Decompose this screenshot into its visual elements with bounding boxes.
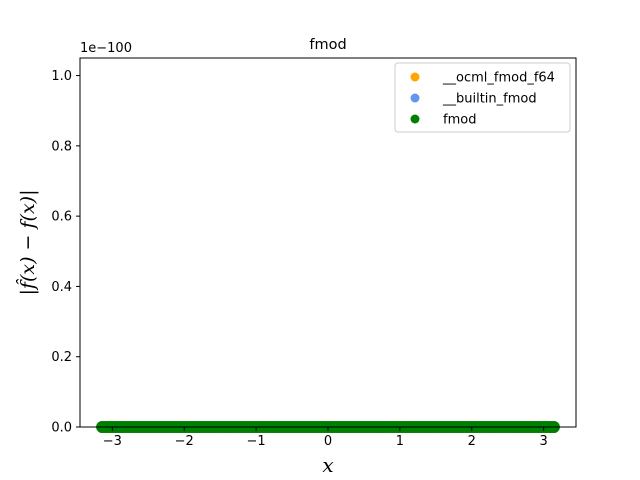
y-axis-ticks: 0.0 0.2 0.4 0.6 0.8 1.0 [51,69,80,436]
x-tick-label: 3 [540,434,548,449]
y-axis-label: |f̂(x) − f(x)| [16,190,39,296]
x-tick-label: −1 [247,434,266,449]
x-axis-ticks: −3 −2 −1 0 1 2 3 [103,427,548,449]
y-tick-label: 0.2 [51,350,72,365]
x-tick-label: −3 [103,434,122,449]
legend-marker [410,114,420,124]
x-tick-label: −2 [175,434,194,449]
y-tick-label: 0.4 [51,280,72,295]
legend-label: fmod [443,113,476,128]
x-tick-label: 1 [396,434,404,449]
y-axis-scale-note: 1e−100 [80,41,132,56]
y-tick-label: 1.0 [51,69,72,84]
y-tick-label: 0.0 [51,421,72,436]
x-axis-label: x [322,453,333,477]
x-tick-label: 2 [468,434,476,449]
legend-label: __ocml_fmod_f64 [442,71,555,86]
y-tick-label: 0.8 [51,139,72,154]
chart-title: fmod [309,37,346,53]
legend-box [394,62,571,133]
x-tick-label: 0 [324,434,332,449]
legend-marker [410,93,420,103]
legend-marker [410,72,420,82]
y-tick-label: 0.6 [51,210,72,225]
legend-label: __builtin_fmod [442,92,537,107]
